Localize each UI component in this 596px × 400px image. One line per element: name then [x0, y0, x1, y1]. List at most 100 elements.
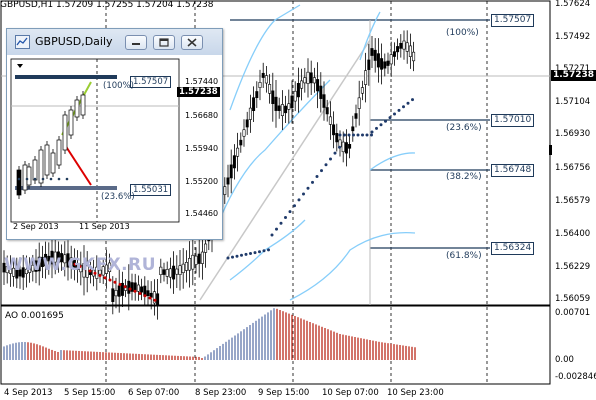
fib-value-236: 1.57010: [491, 114, 535, 127]
candle-body: [316, 79, 320, 92]
candle-body: [412, 51, 416, 62]
inset-daily-window[interactable]: GBPUSD,Daily 1.57507 (100%) 1.55031 (23.…: [6, 28, 223, 240]
candle-body: [40, 256, 44, 267]
x-axis-label: 8 Sep 23:00: [195, 388, 247, 398]
y-axis-label: 1.57271: [555, 64, 591, 74]
candle-body: [2, 262, 6, 273]
inset-title-bar[interactable]: GBPUSD,Daily: [7, 29, 222, 55]
candle-body: [136, 284, 140, 292]
candle-body: [60, 253, 64, 263]
inset-current-price-tag: 1.57238: [177, 87, 220, 97]
inset-candle-body: [38, 149, 44, 184]
sar-dot: [249, 252, 252, 255]
candle-body: [232, 155, 236, 169]
inset-fib-top-value: 1.57507: [130, 76, 172, 88]
candle-body: [165, 269, 169, 277]
inset-candle-body: [56, 139, 62, 166]
sar-dot: [347, 133, 351, 137]
candle-body: [344, 142, 348, 154]
inset-y-axis-label: 1.54460: [185, 209, 219, 218]
sar-dot: [402, 105, 405, 109]
candle-body: [284, 105, 288, 114]
inset-y-axis-label: 1.57440: [185, 77, 219, 86]
sar-dot: [411, 98, 414, 102]
candle-body: [111, 288, 115, 302]
sar-dot: [370, 130, 374, 134]
candle-body: [178, 265, 182, 275]
parabolic-sar-dots: [68, 98, 414, 302]
sar-dot: [365, 133, 369, 137]
sar-dot: [315, 175, 319, 178]
sar-dot: [123, 285, 127, 289]
candle-body: [130, 282, 134, 292]
candle-body: [21, 267, 25, 278]
sar-dot: [406, 101, 410, 105]
candle-body: [44, 253, 48, 267]
candle-body: [402, 40, 406, 50]
sar-dot: [258, 250, 261, 254]
candle-body: [290, 95, 294, 109]
candle-body: [18, 269, 22, 277]
sar-dot: [244, 252, 248, 256]
chart-window-icon: [15, 35, 30, 49]
sar-dot: [267, 248, 270, 252]
candle-body: [264, 75, 268, 84]
sar-dot: [113, 280, 117, 284]
sar-dot: [293, 204, 296, 208]
candle-body: [152, 291, 156, 304]
candle-body: [287, 103, 291, 110]
candle-body: [127, 280, 131, 294]
candle-body: [34, 260, 38, 272]
candle-body: [255, 91, 259, 99]
inset-window-title: GBPUSD,Daily: [35, 35, 113, 48]
sar-dot: [329, 157, 332, 161]
candle-body: [200, 251, 204, 264]
sar-dot: [284, 215, 287, 219]
candle-body: [328, 116, 332, 125]
candle-body: [37, 256, 41, 272]
sar-dot: [68, 260, 72, 264]
candle-body: [181, 263, 185, 274]
candle-body: [348, 144, 352, 149]
sar-dot: [148, 296, 152, 300]
y-axis-label: 1.56059: [555, 294, 591, 304]
candle-body: [396, 46, 400, 53]
sar-dot: [108, 278, 112, 282]
sar-dot: [375, 126, 378, 130]
candle-body: [191, 254, 195, 270]
candle-body: [322, 94, 326, 108]
inset-candle-body: [22, 164, 28, 191]
candle-body: [319, 85, 323, 99]
candle-body: [140, 286, 144, 293]
current-price-tag: 1.57238: [551, 70, 596, 81]
y-axis-label: 1.56930: [555, 129, 591, 139]
sar-dot: [231, 255, 234, 259]
inset-candles: [16, 91, 86, 199]
candle-body: [66, 253, 70, 268]
inset-chart[interactable]: [7, 55, 222, 239]
sar-dot: [88, 269, 92, 273]
sar-dot: [297, 198, 301, 202]
sar-dot: [275, 227, 278, 231]
candle-body: [188, 258, 192, 271]
close-button[interactable]: [181, 35, 203, 50]
y-axis-label: 1.56579: [555, 196, 591, 206]
sar-dot: [388, 116, 392, 120]
sar-dot: [361, 133, 364, 137]
sar-dot: [384, 119, 387, 123]
sar-dot: [338, 133, 342, 137]
sar-dot: [393, 112, 396, 116]
candle-body: [357, 97, 361, 109]
x-axis-label: 9 Sep 15:00: [258, 388, 310, 398]
y-axis-label: 1.57624: [555, 0, 591, 9]
candle-body: [156, 293, 160, 306]
axis-marker: [549, 145, 552, 155]
sar-dot: [379, 123, 383, 127]
sar-dot: [98, 274, 102, 277]
sar-dot: [333, 151, 337, 155]
minimize-button[interactable]: [125, 35, 147, 50]
maximize-button[interactable]: [153, 35, 175, 50]
y-axis-label: 1.57492: [555, 32, 591, 42]
candle-body: [383, 61, 387, 69]
